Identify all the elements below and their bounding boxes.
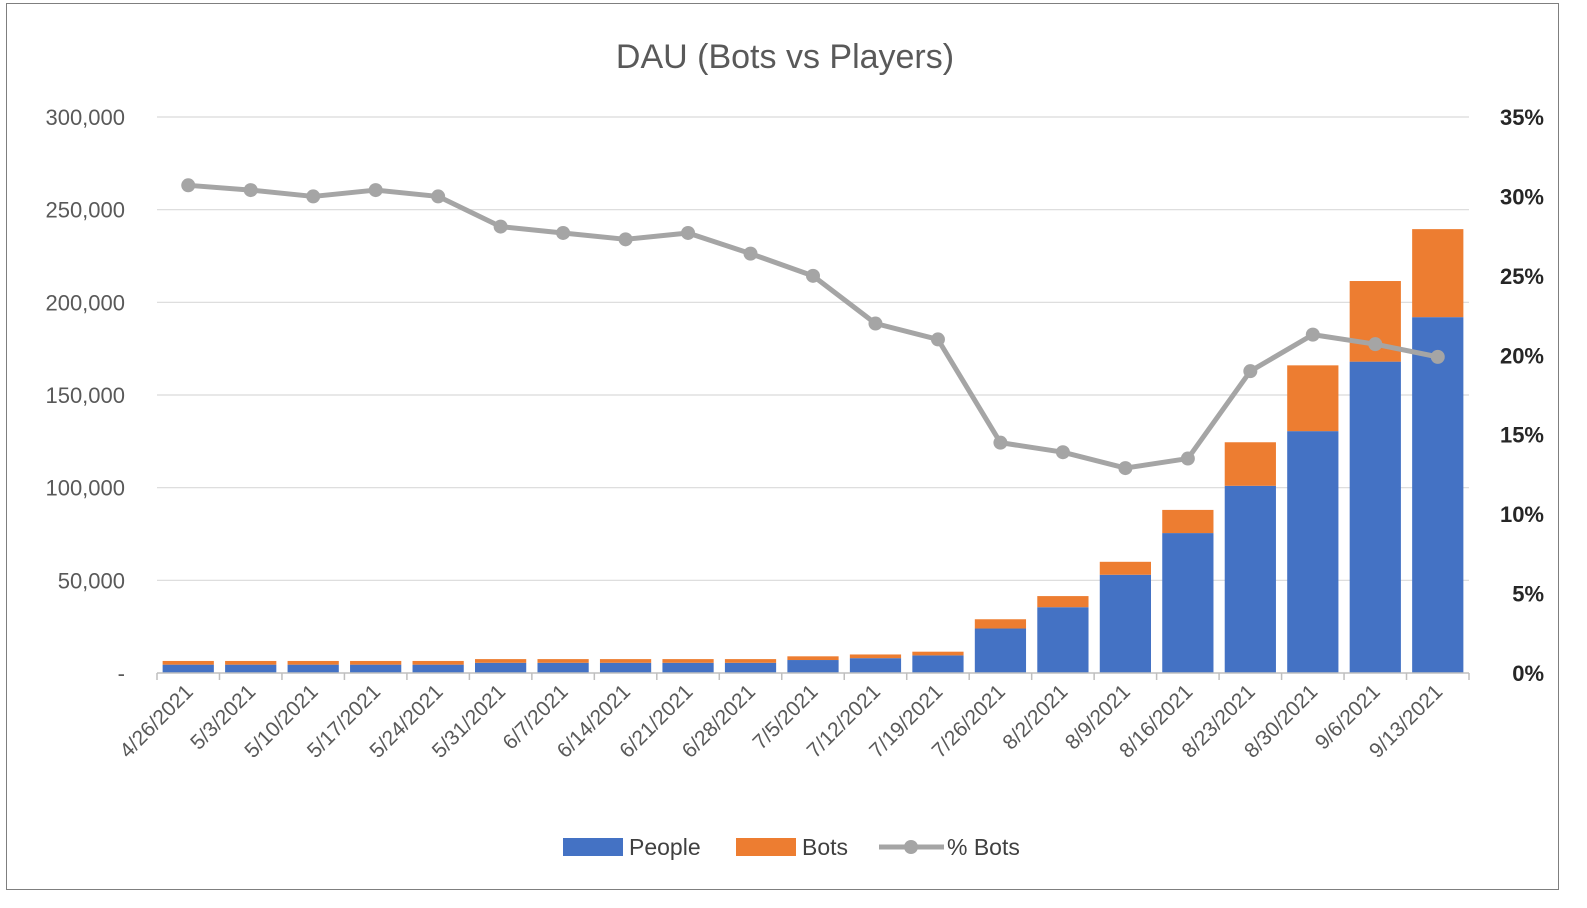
- bar-people: [1037, 607, 1089, 673]
- point-pct-bots: [930, 332, 945, 347]
- bar-people: [1412, 317, 1464, 673]
- bar-people: [787, 660, 839, 673]
- bar-people: [162, 664, 214, 673]
- bar-bots: [537, 659, 589, 663]
- bar-bots: [599, 659, 652, 663]
- legend-swatch-bots: [736, 838, 796, 856]
- x-tick-labels: 4/26/20215/3/20215/10/20215/17/20215/24/…: [115, 680, 1447, 762]
- bar-bots: [287, 660, 339, 665]
- point-pct-bots: [1180, 451, 1195, 466]
- y2-tick-label: 15%: [1500, 423, 1544, 448]
- bar-bots: [225, 660, 277, 665]
- bar-bots: [1412, 229, 1464, 318]
- point-pct-bots: [681, 225, 696, 240]
- bar-bots: [974, 619, 1027, 629]
- x-tick-label: 8/2/2021: [998, 680, 1072, 754]
- point-pct-bots: [368, 183, 383, 198]
- chart-canvas: DAU (Bots vs Players) - 50,000 100,000 150,…: [45, 38, 1544, 860]
- bar-bots: [662, 659, 714, 663]
- bar-people: [849, 658, 902, 673]
- y2-tick-label: 0%: [1512, 661, 1544, 686]
- x-tick-label: 4/26/2021: [115, 680, 197, 762]
- bar-bots: [1099, 561, 1151, 575]
- bar-people: [537, 662, 589, 673]
- bar-bots: [162, 660, 214, 665]
- line-pct-bots: [188, 182, 1439, 471]
- y-tick-label: -: [118, 661, 125, 686]
- legend-label-people: People: [629, 834, 701, 860]
- point-pct-bots: [1430, 349, 1445, 364]
- bar-bots: [1162, 509, 1214, 534]
- legend-label-pct-bots: % Bots: [947, 834, 1020, 860]
- bar-bots: [412, 660, 464, 665]
- bar-people: [1287, 431, 1339, 673]
- bar-people: [1349, 361, 1401, 673]
- point-pct-bots: [1368, 337, 1383, 352]
- bar-bots: [787, 656, 839, 661]
- y2-tick-label: 25%: [1500, 264, 1544, 289]
- x-axis: [156, 672, 1470, 680]
- bar-bots: [350, 660, 402, 665]
- y2-tick-label: 35%: [1500, 105, 1544, 130]
- point-pct-bots: [618, 232, 633, 247]
- legend: People Bots % Bots: [563, 834, 1020, 860]
- bar-people: [724, 662, 777, 673]
- bar-bots: [1287, 365, 1339, 432]
- y2-tick-label: 20%: [1500, 343, 1544, 368]
- point-pct-bots: [431, 189, 446, 204]
- point-pct-bots: [1055, 445, 1070, 460]
- legend-swatch-people: [563, 838, 623, 856]
- y-axis-right: 0% 5% 10% 15% 20% 25% 30% 35%: [1500, 105, 1544, 686]
- bar-bots: [1224, 442, 1276, 486]
- chart-frame: DAU (Bots vs Players) - 50,000 100,000 150,…: [6, 3, 1559, 890]
- bar-people: [662, 662, 714, 673]
- point-pct-bots: [181, 178, 196, 193]
- point-pct-bots: [806, 268, 820, 283]
- legend-marker-pct-bots: [904, 840, 918, 854]
- y2-tick-label: 5%: [1512, 582, 1544, 607]
- bar-people: [1099, 574, 1151, 673]
- bar-people: [1162, 533, 1214, 673]
- point-pct-bots: [993, 435, 1008, 450]
- bar-bots: [912, 651, 964, 656]
- y-tick-label: 50,000: [58, 568, 125, 593]
- bar-people: [599, 662, 652, 673]
- chart-title: DAU (Bots vs Players): [616, 38, 954, 76]
- bar-people: [412, 664, 464, 673]
- y-tick-label: 300,000: [45, 105, 125, 130]
- y-tick-label: 200,000: [45, 290, 125, 315]
- bar-people: [475, 662, 527, 673]
- y-tick-label: 250,000: [45, 198, 125, 223]
- point-pct-bots: [1118, 461, 1133, 476]
- point-pct-bots: [556, 225, 571, 240]
- bar-bots: [724, 659, 777, 663]
- bar-people: [912, 655, 964, 673]
- bar-people: [1224, 485, 1276, 673]
- point-pct-bots: [243, 183, 258, 198]
- bar-series: [162, 229, 1464, 673]
- y-axis-left: - 50,000 100,000 150,000 200,000 250,000 300,0…: [45, 105, 125, 686]
- bar-bots: [849, 654, 902, 659]
- bar-people: [974, 628, 1027, 673]
- y2-tick-label: 30%: [1500, 184, 1544, 209]
- y-tick-label: 150,000: [45, 383, 125, 408]
- point-pct-bots: [868, 316, 883, 331]
- point-pct-bots: [493, 219, 508, 234]
- legend-label-bots: Bots: [802, 834, 848, 860]
- point-pct-bots: [743, 246, 758, 261]
- point-pct-bots: [1305, 327, 1320, 342]
- y2-tick-label: 10%: [1500, 502, 1544, 527]
- point-pct-bots: [306, 189, 321, 204]
- line-series: [181, 178, 1445, 476]
- bar-people: [350, 664, 402, 673]
- point-pct-bots: [1243, 364, 1258, 379]
- bar-people: [287, 664, 339, 673]
- bar-people: [225, 664, 277, 673]
- bar-bots: [475, 659, 527, 663]
- y-tick-label: 100,000: [45, 476, 125, 501]
- bar-bots: [1037, 596, 1089, 608]
